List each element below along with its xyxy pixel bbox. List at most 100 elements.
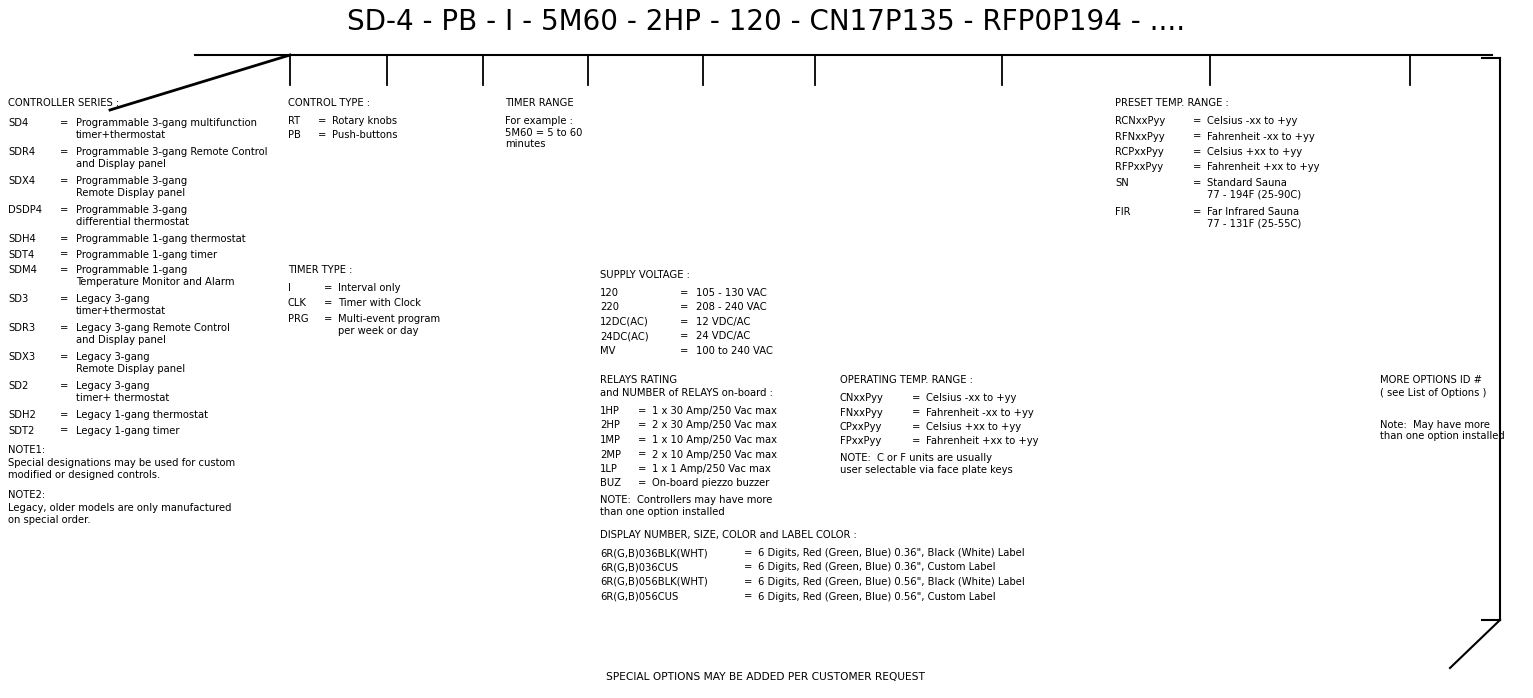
Text: 100 to 240 VAC: 100 to 240 VAC [696,346,773,356]
Text: =: = [60,381,69,391]
Text: =: = [744,548,753,558]
Text: For example :
5M60 = 5 to 60
minutes: For example : 5M60 = 5 to 60 minutes [504,116,583,149]
Text: 24 VDC/AC: 24 VDC/AC [696,332,750,341]
Text: Legacy 1-gang timer: Legacy 1-gang timer [77,426,179,436]
Text: CONTROLLER SERIES :: CONTROLLER SERIES : [8,98,120,108]
Text: SDT4: SDT4 [8,249,34,260]
Text: and NUMBER of RELAYS on-board :: and NUMBER of RELAYS on-board : [599,389,773,399]
Text: Far Infrared Sauna
77 - 131F (25-55C): Far Infrared Sauna 77 - 131F (25-55C) [1206,207,1302,229]
Text: Celsius +xx to +yy: Celsius +xx to +yy [926,422,1021,432]
Text: =: = [60,426,69,436]
Text: 6R(G,B)036BLK(WHT): 6R(G,B)036BLK(WHT) [599,548,708,558]
Text: CONTROL TYPE :: CONTROL TYPE : [288,98,369,108]
Text: =: = [912,393,920,403]
Text: =: = [60,294,69,304]
Text: SDR4: SDR4 [8,147,35,157]
Text: SN: SN [1114,178,1128,188]
Text: =: = [60,323,69,333]
Text: PRESET TEMP. RANGE :: PRESET TEMP. RANGE : [1114,98,1229,108]
Text: Celsius -xx to +yy: Celsius -xx to +yy [926,393,1016,403]
Text: RELAYS RATING: RELAYS RATING [599,375,678,385]
Text: SD3: SD3 [8,294,28,304]
Text: =: = [638,406,647,416]
Text: =: = [912,408,920,417]
Text: SD4: SD4 [8,118,28,128]
Text: Celsius +xx to +yy: Celsius +xx to +yy [1206,147,1302,157]
Text: TIMER RANGE: TIMER RANGE [504,98,573,108]
Text: =: = [744,591,753,602]
Text: Programmable 1-gang
Temperature Monitor and Alarm: Programmable 1-gang Temperature Monitor … [77,265,235,287]
Text: =: = [323,299,333,309]
Text: =: = [744,563,753,572]
Text: =: = [1193,178,1202,188]
Text: 1HP: 1HP [599,406,619,416]
Text: SDT2: SDT2 [8,426,34,436]
Text: Fahrenheit -xx to +yy: Fahrenheit -xx to +yy [1206,131,1315,142]
Text: =: = [1193,207,1202,217]
Text: Note:  May have more
than one option installed: Note: May have more than one option inst… [1380,419,1505,441]
Text: 6 Digits, Red (Green, Blue) 0.56", Black (White) Label: 6 Digits, Red (Green, Blue) 0.56", Black… [757,577,1024,587]
Text: =: = [60,265,69,275]
Text: 1 x 10 Amp/250 Vac max: 1 x 10 Amp/250 Vac max [652,435,777,445]
Text: SD-4 - PB - I - 5M60 - 2HP - 120 - CN17P135 - RFP0P194 - ....: SD-4 - PB - I - 5M60 - 2HP - 120 - CN17P… [346,8,1185,36]
Text: RT: RT [288,116,300,126]
Text: 120: 120 [599,288,619,298]
Text: 6R(G,B)036CUS: 6R(G,B)036CUS [599,563,678,572]
Text: 2MP: 2MP [599,450,621,459]
Text: SDR3: SDR3 [8,323,35,333]
Text: OPERATING TEMP. RANGE :: OPERATING TEMP. RANGE : [840,375,973,385]
Text: RFNxxPyy: RFNxxPyy [1114,131,1165,142]
Text: 1LP: 1LP [599,464,618,474]
Text: Special designations may be used for custom
modified or designed controls.: Special designations may be used for cus… [8,459,235,480]
Text: =: = [681,332,688,341]
Text: =: = [638,450,647,459]
Text: DISPLAY NUMBER, SIZE, COLOR and LABEL COLOR :: DISPLAY NUMBER, SIZE, COLOR and LABEL CO… [599,530,857,540]
Text: Programmable 3-gang
Remote Display panel: Programmable 3-gang Remote Display panel [77,176,187,198]
Text: =: = [1193,163,1202,172]
Text: 6R(G,B)056CUS: 6R(G,B)056CUS [599,591,678,602]
Text: =: = [317,131,327,140]
Text: RCPxxPyy: RCPxxPyy [1114,147,1164,157]
Text: PRG: PRG [288,314,308,324]
Text: 6R(G,B)056BLK(WHT): 6R(G,B)056BLK(WHT) [599,577,708,587]
Text: 12 VDC/AC: 12 VDC/AC [696,317,750,327]
Text: CNxxPyy: CNxxPyy [840,393,885,403]
Text: TIMER TYPE :: TIMER TYPE : [288,265,353,275]
Text: Push-buttons: Push-buttons [333,131,397,140]
Text: I: I [288,283,291,293]
Text: SDX4: SDX4 [8,176,35,186]
Text: =: = [60,147,69,157]
Text: Programmable 3-gang Remote Control
and Display panel: Programmable 3-gang Remote Control and D… [77,147,267,169]
Text: =: = [1193,116,1202,126]
Text: Fahrenheit -xx to +yy: Fahrenheit -xx to +yy [926,408,1033,417]
Text: RCNxxPyy: RCNxxPyy [1114,116,1165,126]
Text: Fahrenheit +xx to +yy: Fahrenheit +xx to +yy [1206,163,1320,172]
Text: Celsius -xx to +yy: Celsius -xx to +yy [1206,116,1297,126]
Text: =: = [638,464,647,474]
Text: MV: MV [599,346,616,356]
Text: 2 x 30 Amp/250 Vac max: 2 x 30 Amp/250 Vac max [652,420,777,431]
Text: =: = [323,283,333,293]
Text: Standard Sauna
77 - 194F (25-90C): Standard Sauna 77 - 194F (25-90C) [1206,178,1302,200]
Text: Legacy 3-gang
timer+thermostat: Legacy 3-gang timer+thermostat [77,294,166,315]
Text: MORE OPTIONS ID #: MORE OPTIONS ID # [1380,375,1482,385]
Text: =: = [681,288,688,298]
Text: 6 Digits, Red (Green, Blue) 0.36", Black (White) Label: 6 Digits, Red (Green, Blue) 0.36", Black… [757,548,1024,558]
Text: =: = [60,205,69,215]
Text: Fahrenheit +xx to +yy: Fahrenheit +xx to +yy [926,436,1038,447]
Text: =: = [638,435,647,445]
Text: DSDP4: DSDP4 [8,205,41,215]
Text: 105 - 130 VAC: 105 - 130 VAC [696,288,766,298]
Text: Legacy 1-gang thermostat: Legacy 1-gang thermostat [77,410,208,420]
Text: =: = [681,302,688,313]
Text: Legacy 3-gang Remote Control
and Display panel: Legacy 3-gang Remote Control and Display… [77,323,230,345]
Text: 1 x 1 Amp/250 Vac max: 1 x 1 Amp/250 Vac max [652,464,771,474]
Text: =: = [912,436,920,447]
Text: =: = [1193,147,1202,157]
Text: =: = [912,422,920,432]
Text: CPxxPyy: CPxxPyy [840,422,883,432]
Text: Legacy 3-gang
timer+ thermostat: Legacy 3-gang timer+ thermostat [77,381,169,403]
Text: FNxxPyy: FNxxPyy [840,408,883,417]
Text: =: = [60,234,69,244]
Text: =: = [681,317,688,327]
